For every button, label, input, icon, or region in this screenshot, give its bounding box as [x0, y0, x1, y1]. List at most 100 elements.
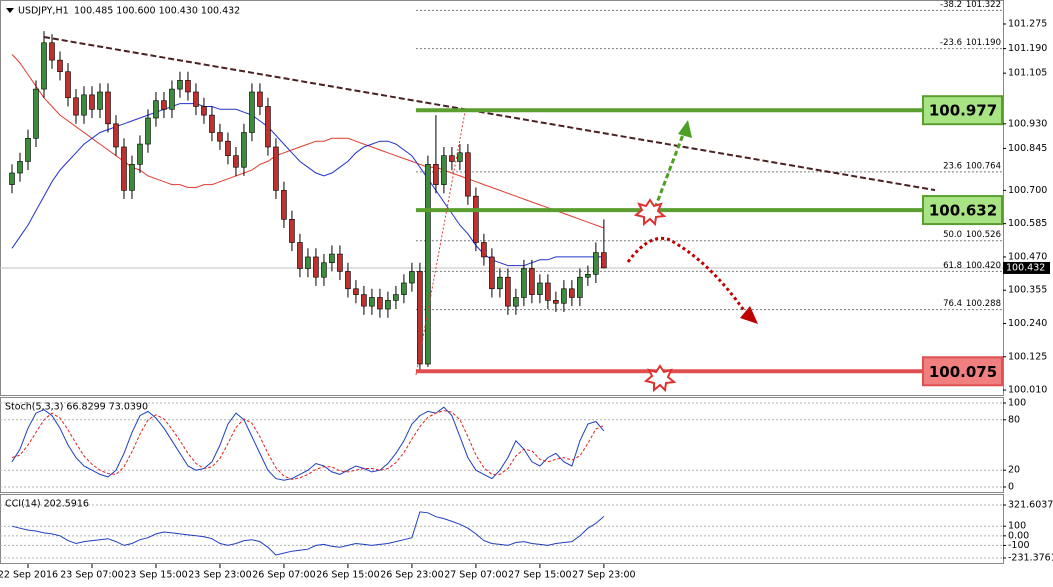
candle-body	[393, 294, 399, 301]
candle-body	[561, 288, 567, 304]
x-tick-label: 23 Sep 07:00	[60, 570, 123, 581]
x-tick-label: 26 Sep 23:00	[380, 570, 443, 581]
y-tick-label: 100	[1008, 398, 1026, 409]
candle-body	[569, 288, 575, 298]
x-tick-label: 22 Sep 2016	[0, 570, 58, 581]
level-box	[922, 356, 1003, 387]
candle-body	[505, 276, 511, 307]
candle-body	[161, 100, 167, 110]
x-tick-label: 26 Sep 15:00	[316, 570, 379, 581]
candle-body	[425, 164, 431, 365]
y-tick-label: 321.6037	[1008, 500, 1053, 511]
candle-body	[353, 288, 359, 295]
candle-body	[17, 161, 23, 174]
y-tick-label: 101.105	[1008, 68, 1047, 79]
burst-icon	[643, 364, 677, 393]
candle-body	[377, 297, 383, 310]
level-box	[922, 95, 1003, 126]
x-tick-label: 23 Sep 15:00	[124, 570, 187, 581]
y-tick-label: 100.700	[1008, 185, 1047, 196]
y-tick-label: 100.010	[1008, 385, 1047, 396]
fib-price: 100.526	[966, 230, 1001, 240]
candle-body	[97, 91, 103, 110]
candle-body	[89, 94, 95, 110]
y-tick-label: 100.240	[1008, 318, 1047, 329]
candle-body	[513, 297, 519, 307]
candle-body	[265, 106, 271, 148]
candle-body	[401, 282, 407, 295]
candle-body	[249, 91, 255, 133]
down-arrow-head	[740, 306, 758, 324]
trendline	[43, 36, 936, 192]
y-tick-label: 80	[1008, 414, 1020, 425]
candle-body	[73, 97, 79, 116]
indicator-title: Stoch(5,3,3) 66.8299 73.0390	[5, 402, 148, 413]
y-tick-label: 100.845	[1008, 143, 1047, 154]
candle-body	[593, 252, 599, 275]
candle-body	[169, 88, 175, 110]
candle-body	[41, 42, 47, 90]
fib-ratio: 50.0	[943, 230, 962, 240]
candle-body	[305, 256, 311, 269]
candle-body	[105, 91, 111, 125]
indicator-line	[11, 103, 604, 267]
candle-body	[65, 71, 71, 99]
candle-body	[601, 252, 607, 269]
candle-body	[273, 146, 279, 191]
candle-body	[417, 271, 423, 365]
candle-body	[225, 140, 231, 156]
y-tick-label: 100.585	[1008, 218, 1047, 229]
candle-body	[201, 106, 207, 116]
menu-triangle	[6, 8, 14, 13]
candle-body	[337, 253, 343, 272]
fib-base-line	[415, 111, 466, 376]
x-tick-label: 27 Sep 23:00	[572, 570, 635, 581]
candle-body	[297, 242, 303, 269]
level-box	[922, 195, 1003, 226]
x-tick-label: 23 Sep 23:00	[188, 570, 251, 581]
candle-body	[257, 91, 263, 107]
y-tick-label: 100.125	[1008, 351, 1047, 362]
candle-body	[209, 114, 215, 133]
price-tag	[1003, 261, 1050, 274]
candle-body	[9, 172, 15, 185]
fib-ratio: -23.6	[940, 38, 962, 48]
candle-body	[385, 300, 391, 310]
candle-body	[457, 152, 463, 162]
candle-body	[153, 100, 159, 119]
annotations	[6, 8, 758, 393]
candle-body	[25, 137, 31, 162]
candle-body	[585, 274, 591, 278]
candle-body	[177, 80, 183, 90]
y-tick-label: 101.275	[1008, 18, 1047, 29]
candle-body	[497, 276, 503, 290]
candle-body	[473, 195, 479, 243]
fib-ratio: 61.8	[943, 261, 962, 271]
panel-frame	[0, 397, 1004, 493]
candle-body	[449, 155, 455, 162]
y-tick-label: 100.930	[1008, 118, 1047, 129]
candle-body	[369, 297, 375, 307]
panel-frame	[0, 0, 1004, 396]
y-tick-label: 101.190	[1008, 43, 1047, 54]
x-tick-label: 26 Sep 07:00	[252, 570, 315, 581]
indicator-line	[11, 511, 605, 556]
y-tick-label: 100.470	[1008, 251, 1047, 262]
fib-price: 100.420	[966, 261, 1001, 271]
fib-ratio: -38.2	[940, 0, 962, 10]
candle-body	[313, 256, 319, 278]
indicator-title: CCI(14) 202.5916	[5, 499, 89, 510]
candle-body	[81, 94, 87, 116]
marks-layer	[0, 0, 1050, 568]
candle-body	[241, 132, 247, 168]
fib-price: 100.288	[966, 299, 1001, 309]
candle-body	[185, 80, 191, 93]
candle-body	[553, 300, 559, 304]
level-label: 100.632	[929, 202, 997, 220]
candle-body	[409, 271, 415, 284]
candle-body	[217, 132, 223, 142]
candle-body	[193, 91, 199, 107]
candle-body	[345, 271, 351, 290]
